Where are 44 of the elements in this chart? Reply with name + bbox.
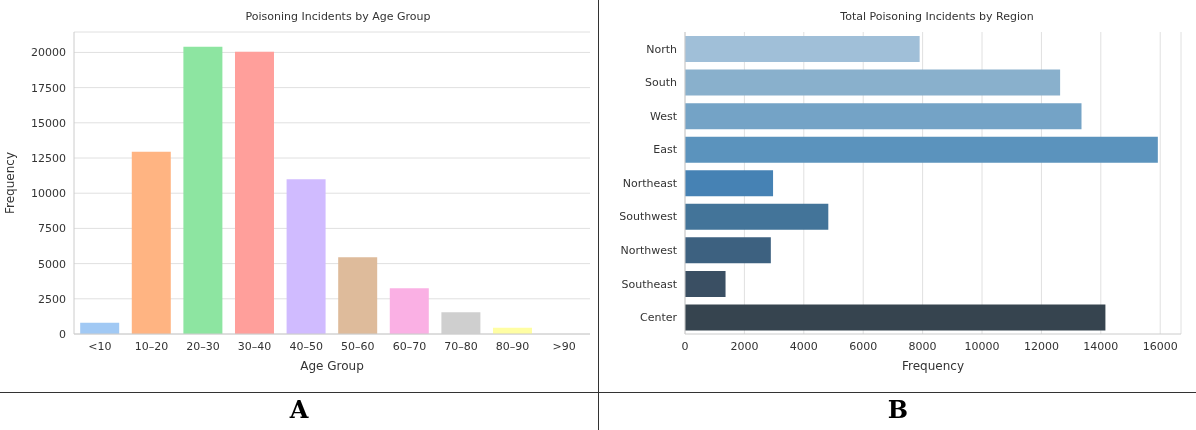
x-tick-label: 8000	[908, 339, 937, 353]
y-tick-label: 20000	[31, 46, 66, 60]
y-tick-label: Southeast	[621, 277, 678, 291]
text: A	[288, 394, 310, 426]
x-tick-label: 40–50	[289, 339, 323, 353]
y-tick-label: South	[645, 76, 678, 90]
chart-title: Total Poisoning Incidents by Region	[839, 10, 1034, 23]
x-tick-label: 10000	[964, 339, 1000, 353]
y-tick-label: 0	[59, 327, 66, 341]
x-axis-title: Frequency	[902, 359, 964, 373]
x-tick-label: 80–90	[495, 339, 530, 353]
x-tick-label: 60–70	[392, 339, 427, 353]
x-tick-label: 2000	[730, 339, 759, 353]
y-axis-title: Frequency	[3, 152, 18, 214]
y-tick-label: 7500	[38, 222, 66, 236]
x-tick-label: 0	[681, 339, 689, 353]
y-tick-label: 12500	[31, 151, 66, 165]
x-tick-label: 30–40	[237, 339, 272, 353]
y-tick-label: 10000	[31, 187, 66, 201]
x-tick-label: <10	[88, 339, 112, 353]
x-tick-label: 14000	[1083, 339, 1119, 353]
x-tick-label: 16000	[1142, 339, 1178, 353]
y-tick-label: North	[646, 42, 678, 56]
x-tick-label: 6000	[849, 339, 878, 353]
y-tick-label: 2500	[38, 292, 66, 306]
x-tick-label: 50–60	[341, 339, 375, 353]
y-tick-label: 17500	[31, 81, 66, 95]
y-tick-label: 5000	[38, 257, 66, 271]
text: B	[886, 394, 910, 426]
y-tick-label: Center	[639, 311, 678, 325]
x-tick-label: >90	[552, 339, 576, 353]
y-tick-label: Southwest	[619, 210, 678, 224]
x-tick-label: 4000	[789, 339, 818, 353]
y-tick-label: Northwest	[620, 244, 678, 258]
x-tick-label: 12000	[1023, 339, 1059, 353]
x-tick-label: 20–30	[186, 339, 220, 353]
y-tick-label: West	[649, 109, 678, 123]
chart-title: Poisoning Incidents by Age Group	[245, 10, 431, 23]
y-tick-label: 15000	[31, 116, 66, 130]
y-tick-label: Northeast	[622, 176, 678, 190]
y-tick-label: East	[653, 143, 678, 157]
x-tick-label: 10–20	[134, 339, 169, 353]
x-axis-title: Age Group	[300, 359, 364, 373]
x-tick-label: 70–80	[444, 339, 478, 353]
